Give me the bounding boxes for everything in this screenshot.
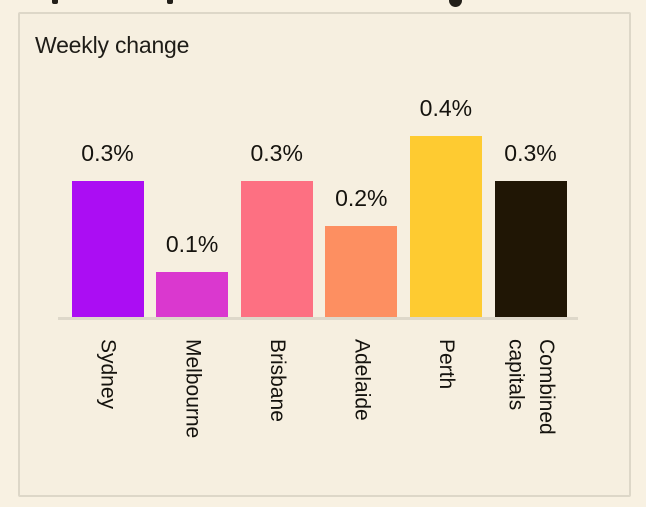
value-label-perth: 0.4% (419, 95, 473, 121)
bar-sydney (71, 181, 144, 317)
cropped-headline-remnant (52, 0, 58, 4)
bar-brisbane (240, 181, 313, 317)
cropped-headline-remnant (167, 0, 173, 4)
bar-melbourne (156, 272, 229, 317)
value-label-melbourne: 0.1% (165, 231, 219, 257)
bar-combined-capitals (494, 181, 567, 317)
value-label-adelaide: 0.2% (335, 185, 388, 211)
category-label-sydney: Sydney (96, 339, 120, 410)
cropped-headline-remnant (449, 0, 462, 7)
category-label-perth: Perth (435, 339, 459, 390)
x-axis-line (58, 317, 578, 320)
value-label-combined-capitals: 0.3% (504, 140, 557, 166)
bar-adelaide (325, 226, 398, 317)
chart-title: Weekly change (35, 32, 190, 58)
category-label-brisbane: Brisbane (265, 339, 289, 422)
category-label-adelaide: Adelaide (350, 339, 374, 421)
value-label-sydney: 0.3% (81, 140, 134, 166)
bar-perth (409, 136, 482, 317)
value-label-brisbane: 0.3% (250, 140, 303, 166)
category-label-combined-capitals: Combined capitals (504, 339, 558, 435)
category-label-melbourne: Melbourne (181, 339, 205, 439)
